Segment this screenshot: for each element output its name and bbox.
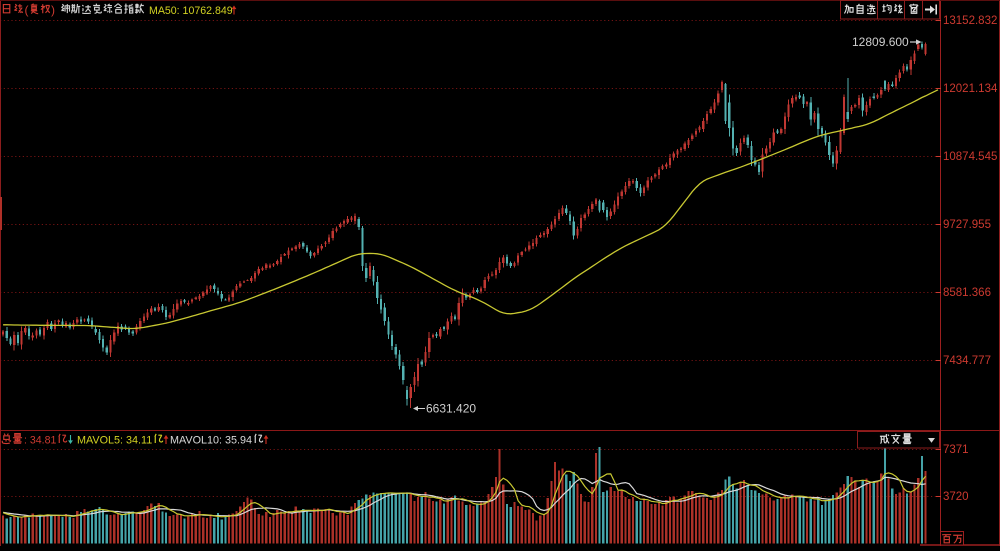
svg-text:): ) [51, 3, 55, 17]
svg-text:MAVOL5: 34.11: MAVOL5: 34.11 [77, 435, 152, 447]
svg-text:13152.832: 13152.832 [943, 15, 997, 27]
svg-text:12809.600: 12809.600 [852, 35, 909, 49]
svg-text:10874.545: 10874.545 [943, 151, 997, 163]
svg-text:: 34.81: : 34.81 [24, 435, 57, 447]
svg-text:7434.777: 7434.777 [943, 355, 991, 367]
svg-text:9727.955: 9727.955 [943, 219, 991, 231]
svg-text:6631.420: 6631.420 [426, 402, 476, 416]
svg-text:8581.366: 8581.366 [943, 287, 991, 299]
svg-text:12021.134: 12021.134 [943, 83, 998, 95]
svg-text:MA50: 10762.849: MA50: 10762.849 [149, 5, 233, 17]
svg-text:3720: 3720 [943, 491, 969, 503]
svg-text:MAVOL10: 35.94: MAVOL10: 35.94 [170, 435, 252, 447]
svg-text:(: ( [25, 3, 29, 17]
svg-text:7371: 7371 [943, 444, 969, 456]
